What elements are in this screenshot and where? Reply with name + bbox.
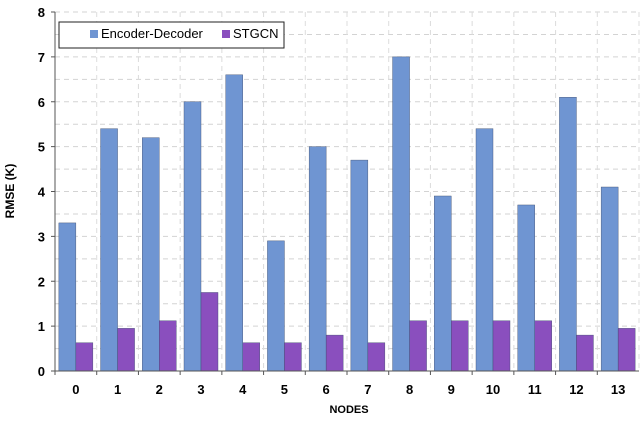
x-tick-label: 5 (281, 382, 288, 397)
bar-stgcn-0 (75, 342, 94, 372)
bar-encoder-decoder-6 (308, 146, 327, 372)
y-tick-label: 6 (38, 95, 45, 110)
bar-stgcn-3 (200, 292, 219, 372)
bar-stgcn-8 (409, 320, 427, 372)
bar-encoder-decoder-9 (434, 195, 452, 372)
bar-stgcn-13 (617, 328, 636, 372)
legend-label-encoder-decoder: Encoder-Decoder (101, 26, 204, 41)
legend-label-stgcn: STGCN (233, 26, 279, 41)
bar-stgcn-9 (451, 320, 469, 372)
x-tick-label: 0 (72, 382, 79, 397)
y-tick-label: 7 (38, 50, 45, 65)
bar-encoder-decoder-10 (475, 128, 494, 372)
bar-encoder-decoder-5 (267, 240, 285, 372)
y-tick-label: 4 (38, 185, 46, 200)
x-tick-label: 4 (239, 382, 247, 397)
x-tick-label: 11 (528, 382, 542, 397)
y-tick-label: 0 (38, 364, 45, 379)
x-tick-label: 2 (156, 382, 163, 397)
grid-layer (54, 11, 640, 371)
x-tick-label: 6 (323, 382, 330, 397)
bar-encoder-decoder-3 (183, 101, 202, 372)
bar-stgcn-2 (159, 320, 177, 372)
bar-encoder-decoder-0 (58, 222, 77, 372)
bar-encoder-decoder-1 (100, 128, 118, 372)
y-tick-label: 8 (38, 5, 45, 20)
x-tick-label: 7 (364, 382, 371, 397)
bar-encoder-decoder-13 (600, 186, 619, 372)
bar-stgcn-11 (534, 320, 552, 372)
y-tick-label: 3 (38, 229, 45, 244)
x-tick-label: 9 (448, 382, 455, 397)
y-axis-label: RMSE (K) (3, 164, 17, 219)
bars-layer (58, 56, 636, 372)
x-tick-label: 13 (611, 382, 625, 397)
x-axis-label: NODES (329, 404, 368, 416)
bar-stgcn-7 (367, 342, 386, 372)
bar-stgcn-4 (242, 342, 260, 372)
legend-box (58, 21, 285, 49)
bar-encoder-decoder-11 (517, 204, 535, 372)
bar-stgcn-10 (492, 320, 511, 372)
bar-encoder-decoder-12 (559, 97, 577, 372)
x-tick-label: 3 (197, 382, 204, 397)
bar-encoder-decoder-7 (350, 159, 369, 372)
y-tick-label: 1 (38, 319, 45, 334)
bar-stgcn-6 (325, 334, 344, 372)
x-tick-label: 8 (406, 382, 413, 397)
legend-swatch-encoder-decoder (90, 30, 98, 38)
x-tick-label: 1 (114, 382, 121, 397)
bar-stgcn-12 (576, 334, 594, 372)
legend-swatch-stgcn (222, 30, 230, 38)
x-tick-label: 10 (486, 382, 500, 397)
x-tick-label: 12 (569, 382, 583, 397)
bar-stgcn-5 (284, 342, 302, 372)
bar-encoder-decoder-2 (142, 137, 160, 372)
y-tick-label: 2 (38, 274, 45, 289)
bar-stgcn-1 (117, 328, 135, 372)
legend: Encoder-Decoder STGCN (58, 21, 285, 49)
bar-encoder-decoder-4 (225, 74, 243, 372)
bar-encoder-decoder-8 (392, 56, 410, 372)
y-tick-label: 5 (38, 140, 45, 155)
